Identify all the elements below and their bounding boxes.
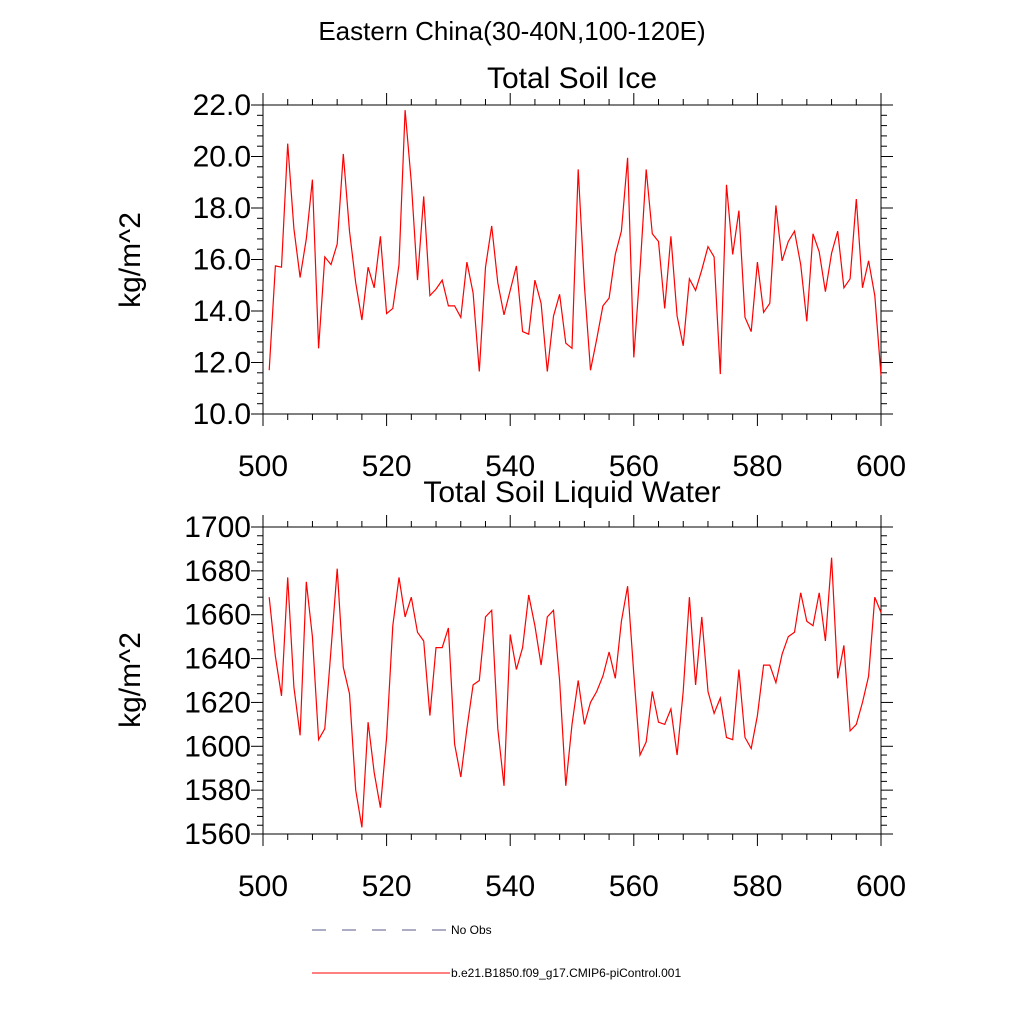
- panel-title: Total Soil Liquid Water: [423, 476, 720, 509]
- x-tick-label: 600: [856, 870, 906, 903]
- x-tick-label: 580: [732, 870, 782, 903]
- x-tick-label: 500: [238, 870, 288, 903]
- legend: No Obs b.e21.B1850.f09_g17.CMIP6-piContro…: [312, 923, 681, 980]
- x-tick-label: 540: [485, 870, 535, 903]
- y-tick-label: 1700: [184, 511, 251, 544]
- x-tick-label: 520: [362, 450, 412, 483]
- x-tick-label: 600: [856, 450, 906, 483]
- y-tick-label: 1660: [184, 599, 251, 632]
- y-axis-label: kg/m^2: [114, 632, 147, 728]
- y-tick-label: 1620: [184, 686, 251, 719]
- y-tick-label: 1680: [184, 555, 251, 588]
- x-tick-label: 560: [609, 450, 659, 483]
- y-tick-label: 22.0: [193, 89, 251, 122]
- y-tick-label: 10.0: [193, 398, 251, 431]
- y-tick-label: 1600: [184, 730, 251, 763]
- y-tick-label: 20.0: [193, 141, 251, 174]
- series-line: [268, 110, 882, 376]
- x-tick-label: 520: [362, 870, 412, 903]
- y-tick-label: 1640: [184, 643, 251, 676]
- legend-label: b.e21.B1850.f09_g17.CMIP6-piControl.001: [451, 966, 681, 980]
- y-tick-label: 16.0: [193, 244, 251, 277]
- y-axis-label: kg/m^2: [114, 212, 147, 308]
- panel-title: Total Soil Ice: [487, 62, 657, 95]
- y-tick-label: 1580: [184, 774, 251, 807]
- x-tick-label: 540: [485, 450, 535, 483]
- panel-total-soil-liquid-water: Total Soil Liquid Water kg/m^2 500 520 540 56…: [114, 476, 906, 903]
- figure-title: Eastern China(30-40N,100-120E): [318, 16, 706, 46]
- series-line: [268, 557, 882, 828]
- y-tick-label: 18.0: [193, 192, 251, 225]
- y-tick-label: 14.0: [193, 295, 251, 328]
- y-tick-label: 1560: [184, 818, 251, 851]
- x-tick-label: 560: [609, 870, 659, 903]
- x-tick-label: 580: [732, 450, 782, 483]
- plot-frame: [262, 526, 882, 835]
- y-tick-label: 12.0: [193, 347, 251, 380]
- x-tick-label: 500: [238, 450, 288, 483]
- legend-label: No Obs: [451, 923, 492, 937]
- plot-frame: [262, 104, 882, 415]
- panel-total-soil-ice: Total Soil Ice kg/m^2 500 520 540 560 580 600 10…: [114, 62, 906, 483]
